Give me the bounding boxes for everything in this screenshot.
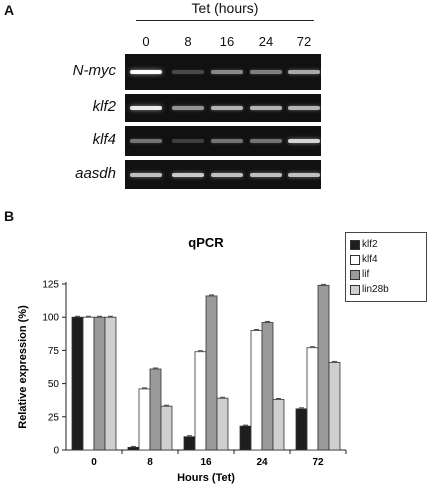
gel-band: [250, 70, 282, 74]
gel-band: [288, 106, 320, 110]
bar-lin28b: [272, 399, 285, 451]
gel-header: Tet (hours): [191, 0, 259, 16]
bar-lin28b: [160, 405, 173, 451]
gel-band: [211, 70, 243, 74]
bar-klf2: [295, 408, 308, 451]
gene-label: klf4: [92, 131, 116, 148]
gel-lane-strip: [125, 54, 321, 90]
gel-timepoint-label: 8: [184, 34, 192, 49]
bar-lif: [205, 295, 218, 451]
gel-band: [288, 172, 320, 177]
bar-lif: [261, 322, 274, 451]
legend-label: lif: [362, 269, 370, 280]
bar-lif: [149, 368, 162, 451]
gene-label: N-myc: [72, 62, 116, 79]
gel-timepoint-label: 72: [296, 34, 312, 49]
legend-label: lin28b: [362, 284, 389, 295]
panel-a-letter: A: [4, 2, 15, 18]
gel-band: [211, 139, 243, 143]
x-tick-label: 8: [147, 457, 153, 468]
gel-lane-strip: [125, 160, 321, 189]
legend-swatch: [350, 255, 360, 265]
gel-lane-strip: [125, 126, 321, 156]
x-tick-label: 24: [256, 457, 268, 468]
gene-label: klf2: [92, 98, 116, 115]
y-tick-label: 75: [48, 346, 60, 357]
x-tick-label: 72: [312, 457, 324, 468]
gel-band: [172, 70, 204, 74]
gel-band: [211, 106, 243, 110]
bar-klf2: [71, 316, 84, 451]
chart-legend: klf2 klf4 lif lin28b: [345, 232, 427, 302]
bar-lin28b: [328, 361, 341, 451]
y-tick-label: 25: [48, 412, 60, 423]
gel-band: [130, 106, 162, 110]
x-tick-label: 0: [91, 457, 97, 468]
bar-klf2: [183, 436, 196, 451]
gel-band: [288, 139, 320, 143]
y-tick-label: 50: [48, 379, 60, 390]
bar-klf2: [239, 425, 252, 451]
y-tick-label: 0: [53, 446, 59, 457]
gel-band: [250, 106, 282, 110]
gel-band: [172, 139, 204, 143]
gene-label: aasdh: [75, 164, 116, 182]
bar-lin28b: [216, 397, 229, 451]
bar-lif: [93, 316, 106, 451]
bar-klf4: [194, 351, 207, 451]
bar-klf4: [250, 330, 263, 451]
legend-label: klf2: [362, 239, 378, 250]
x-tick-label: 16: [200, 457, 212, 468]
bar-lin28b: [104, 316, 117, 451]
gel-band: [250, 139, 282, 143]
gel-band: [250, 172, 282, 177]
bar-klf2: [127, 446, 140, 451]
gel-band: [130, 172, 162, 177]
y-tick-label: 100: [42, 313, 59, 324]
gel-band: [288, 70, 320, 74]
bar-klf4: [82, 316, 95, 451]
legend-swatch: [350, 270, 360, 280]
y-axis-label: Relative expression (%): [17, 305, 29, 429]
gel-band: [130, 139, 162, 143]
bar-klf4: [138, 388, 151, 451]
gel-band: [172, 106, 204, 110]
gel-band: [172, 172, 204, 177]
y-tick-label: 125: [42, 280, 59, 291]
gel-lane-strip: [125, 94, 321, 122]
x-axis-label: Hours (Tet): [177, 472, 235, 484]
bar-lif: [317, 284, 330, 451]
bar-klf4: [306, 347, 319, 451]
chart-title: qPCR: [188, 235, 224, 250]
panel-b-letter: B: [4, 208, 15, 224]
gel-band: [211, 172, 243, 177]
gel-timepoint-label: 0: [142, 34, 150, 49]
gel-timepoint-label: 24: [258, 34, 274, 49]
legend-swatch: [350, 240, 360, 250]
gel-timepoint-label: 16: [219, 34, 235, 49]
legend-swatch: [350, 285, 360, 295]
legend-label: klf4: [362, 254, 378, 265]
gel-band: [130, 70, 162, 74]
gel-header-rule: [136, 20, 314, 21]
